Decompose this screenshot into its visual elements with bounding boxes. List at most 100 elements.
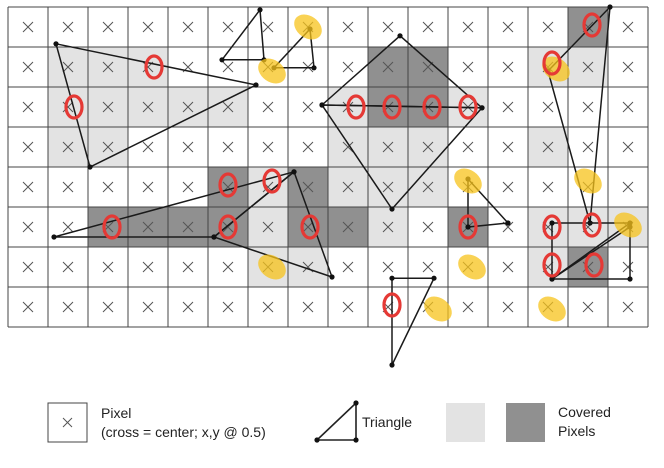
red-circle-mark: [262, 168, 282, 194]
legend-triangle-label: Triangle: [362, 414, 412, 430]
yellow-highlight-mark: [258, 254, 286, 280]
cross-icon: [582, 141, 594, 153]
yellow-highlight-mark: [458, 254, 486, 280]
cross-icon: [462, 21, 474, 33]
cross-icon: [22, 261, 34, 273]
cross-icon: [262, 101, 274, 113]
cross-icon: [102, 301, 114, 313]
cross-icon: [222, 101, 234, 113]
cross-icon: [622, 261, 634, 273]
cross-icon: [102, 101, 114, 113]
cross-icon: [382, 261, 394, 273]
triangle-vertex: [253, 82, 259, 88]
triangle-vertex: [549, 276, 555, 282]
cross-icon: [182, 261, 194, 273]
cross-icon: [262, 301, 274, 313]
cross-icon: [142, 301, 154, 313]
cross-icon: [22, 221, 34, 233]
cross-icon: [62, 221, 74, 233]
cross-icon: [382, 21, 394, 33]
triangle-vertex: [291, 169, 297, 175]
cross-icon: [142, 261, 154, 273]
cross-icon: [382, 61, 394, 73]
triangle-outline: [220, 7, 265, 61]
red-circle-mark: [382, 94, 402, 120]
cross-icon: [62, 261, 74, 273]
cross-icon: [302, 301, 314, 313]
triangle-vertex: [549, 220, 555, 226]
triangle-vertex: [389, 362, 395, 368]
legend-cross-icon: [62, 417, 73, 428]
cross-icon: [262, 141, 274, 153]
triangle-vertex: [53, 41, 59, 47]
cross-icon: [102, 21, 114, 33]
cross-icon: [182, 21, 194, 33]
cross-icon: [622, 141, 634, 153]
cross-icon: [502, 101, 514, 113]
triangle-vertex: [479, 105, 485, 111]
legend-pixel-caption: (cross = center; x,y @ 0.5): [101, 424, 266, 440]
cross-icon: [62, 141, 74, 153]
yellow-highlight-mark: [424, 296, 452, 322]
red-circle-mark: [422, 94, 442, 120]
cross-icon: [222, 261, 234, 273]
cross-icon: [462, 301, 474, 313]
cross-icon: [182, 301, 194, 313]
triangle-vertex: [389, 206, 395, 212]
cross-icon: [22, 181, 34, 193]
legend-triangle-icon: [314, 400, 359, 443]
cross-icon: [302, 101, 314, 113]
cross-icon: [342, 21, 354, 33]
cross-icon: [302, 61, 314, 73]
cross-icon: [62, 21, 74, 33]
red-circle-mark: [582, 212, 602, 238]
triangle-vertex: [329, 274, 335, 280]
cross-icon: [422, 21, 434, 33]
triangle-vertex: [397, 33, 403, 39]
legend: Pixel (cross = center; x,y @ 0.5) Triang…: [47, 400, 611, 443]
cross-icon: [142, 141, 154, 153]
red-circle-mark: [542, 50, 562, 76]
triangle-outline: [391, 277, 436, 366]
triangle-vertex: [431, 275, 437, 281]
cross-icon: [622, 181, 634, 193]
red-circle-mark: [582, 12, 602, 38]
red-circle-mark: [458, 94, 478, 120]
legend-covered-label: Covered: [558, 404, 611, 420]
cross-icon: [582, 101, 594, 113]
triangle-vertex: [87, 164, 93, 170]
cross-icon: [382, 141, 394, 153]
red-circle-mark: [584, 252, 604, 278]
cross-icon: [222, 141, 234, 153]
yellow-highlight-mark: [454, 168, 482, 194]
cross-icon: [262, 21, 274, 33]
cross-icon: [422, 221, 434, 233]
cross-icon: [342, 61, 354, 73]
cross-icon: [622, 101, 634, 113]
red-circle-mark: [102, 214, 122, 240]
red-circle-mark: [218, 214, 238, 240]
triangle-vertex: [607, 4, 613, 10]
red-circle-mark: [542, 214, 562, 240]
cross-icon: [142, 101, 154, 113]
cross-icon: [22, 21, 34, 33]
cross-icon: [302, 221, 314, 233]
triangle-outline: [272, 27, 315, 69]
red-circle-mark: [300, 214, 320, 240]
cross-icon: [462, 61, 474, 73]
cross-icon: [22, 101, 34, 113]
yellow-highlight-mark: [538, 296, 566, 322]
yellow-highlight-mark: [294, 14, 322, 40]
cross-icon: [62, 101, 74, 113]
cross-icon: [462, 141, 474, 153]
cross-icon: [22, 141, 34, 153]
triangle-outline: [551, 222, 633, 281]
yellow-highlight-mark: [258, 58, 286, 84]
pixel-grid: [7, 6, 649, 328]
annotation-marks: [64, 12, 642, 322]
cross-icon: [502, 61, 514, 73]
triangle-outline: [54, 42, 259, 169]
cross-icon: [422, 141, 434, 153]
legend-pixel-title: Pixel: [101, 405, 131, 421]
cross-icon: [382, 181, 394, 193]
